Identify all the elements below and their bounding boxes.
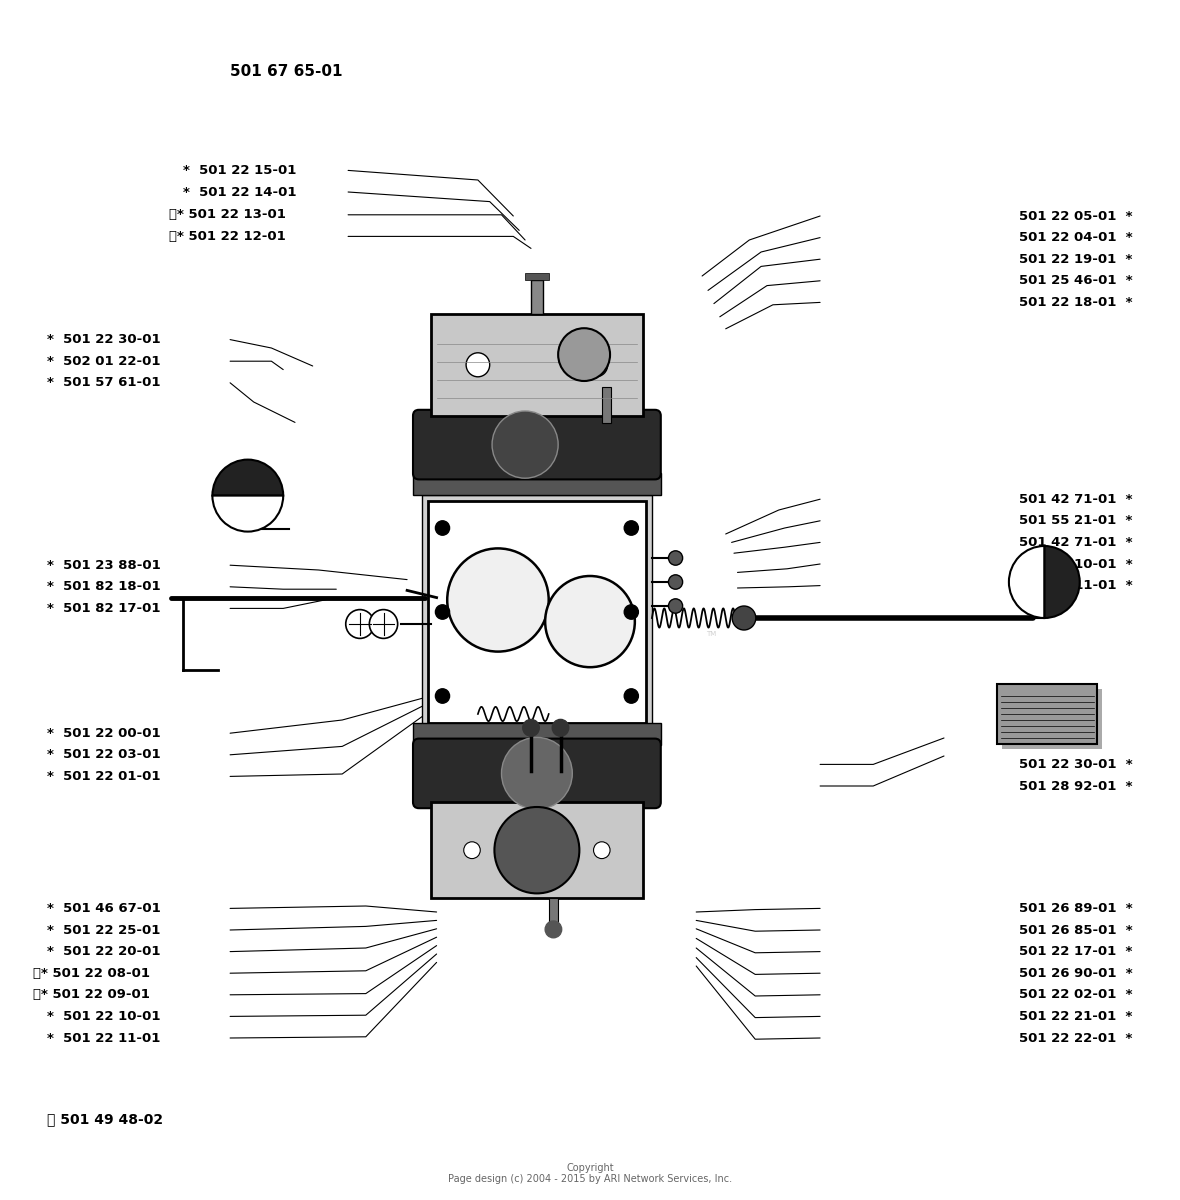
Circle shape [545,922,562,938]
Text: 501 67 65-01: 501 67 65-01 [230,65,342,79]
Text: 501 26 90-01  *: 501 26 90-01 * [1020,967,1133,979]
Text: ⓡ 501 49 48-02: ⓡ 501 49 48-02 [47,1112,163,1127]
Text: ARI: ARI [513,631,543,646]
Text: *  501 23 88-01: * 501 23 88-01 [47,559,160,571]
Text: PartStream: PartStream [564,632,634,644]
Text: 501 22 21-01  *: 501 22 21-01 * [1020,1010,1133,1022]
Text: *  502 01 22-01: * 502 01 22-01 [47,355,160,367]
Text: *  501 22 25-01: * 501 22 25-01 [47,924,160,936]
Circle shape [732,606,755,630]
FancyBboxPatch shape [413,409,661,479]
Text: 501 69 10-01  *: 501 69 10-01 * [1020,558,1133,570]
Circle shape [466,353,490,377]
Text: *  501 22 03-01: * 501 22 03-01 [47,749,160,761]
Text: 501 22 04-01  *: 501 22 04-01 * [1020,232,1133,244]
Circle shape [552,720,569,736]
FancyBboxPatch shape [431,313,643,415]
FancyBboxPatch shape [1002,689,1102,749]
Text: 501 28 92-01  *: 501 28 92-01 * [1020,780,1133,792]
Text: ⓡ* 501 22 13-01: ⓡ* 501 22 13-01 [169,209,286,221]
Circle shape [584,353,608,377]
Text: *  501 22 00-01: * 501 22 00-01 [47,727,160,739]
Wedge shape [1044,546,1080,618]
Text: *  501 22 01-01: * 501 22 01-01 [47,770,160,782]
Text: *  501 22 20-01: * 501 22 20-01 [47,946,160,958]
Text: Copyright
Page design (c) 2004 - 2015 by ARI Network Services, Inc.: Copyright Page design (c) 2004 - 2015 by… [448,1163,732,1184]
Circle shape [494,808,579,893]
Text: 501 42 71-01  *: 501 42 71-01 * [1020,536,1133,548]
Text: 501 22 22-01  *: 501 22 22-01 * [1020,1032,1133,1044]
FancyBboxPatch shape [431,803,643,898]
Circle shape [346,610,374,638]
FancyBboxPatch shape [422,496,651,730]
Circle shape [435,605,450,619]
Text: *  501 22 10-01: * 501 22 10-01 [47,1010,160,1022]
Text: 501 22 19-01  *: 501 22 19-01 * [1020,253,1133,265]
Text: 501 22 18-01  *: 501 22 18-01 * [1020,296,1133,308]
Wedge shape [212,460,283,496]
Wedge shape [212,496,283,532]
Text: *  501 82 18-01: * 501 82 18-01 [47,581,160,593]
Circle shape [369,610,398,638]
Bar [602,386,611,422]
Circle shape [624,605,638,619]
Text: *  501 22 14-01: * 501 22 14-01 [183,186,296,198]
Text: 501 22 02-01  *: 501 22 02-01 * [1020,989,1133,1001]
Text: 501 42 71-01  *: 501 42 71-01 * [1020,493,1133,505]
Bar [525,272,549,280]
Circle shape [668,599,682,613]
Wedge shape [1009,546,1044,618]
Text: ⓡ* 501 22 12-01: ⓡ* 501 22 12-01 [169,230,286,242]
Circle shape [545,576,635,667]
Circle shape [668,551,682,565]
FancyBboxPatch shape [413,722,661,744]
Text: 501 22 17-01  *: 501 22 17-01 * [1020,946,1133,958]
Text: 501 26 85-01  *: 501 26 85-01 * [1020,924,1133,936]
Circle shape [464,842,480,859]
Circle shape [435,521,450,535]
Text: *  501 82 17-01: * 501 82 17-01 [47,602,160,614]
Text: *  501 46 67-01: * 501 46 67-01 [47,902,160,914]
Text: ⓡ* 501 22 09-01: ⓡ* 501 22 09-01 [33,989,150,1001]
Text: TM: TM [706,631,716,636]
Circle shape [435,689,450,703]
Text: ⓡ* 501 22 08-01: ⓡ* 501 22 08-01 [33,967,150,979]
Text: 501 22 05-01  *: 501 22 05-01 * [1020,210,1133,222]
Text: *  501 22 30-01: * 501 22 30-01 [47,334,160,346]
FancyBboxPatch shape [413,739,661,809]
Circle shape [558,328,610,380]
Circle shape [447,548,549,652]
Text: *  501 22 15-01: * 501 22 15-01 [183,164,296,176]
Text: *  501 22 11-01: * 501 22 11-01 [47,1032,160,1044]
Text: 501 26 89-01  *: 501 26 89-01 * [1020,902,1133,914]
Bar [549,898,558,929]
Text: 501 22 30-01  *: 501 22 30-01 * [1020,758,1133,770]
Circle shape [523,720,539,736]
FancyBboxPatch shape [997,684,1097,744]
FancyBboxPatch shape [428,502,647,722]
Text: .501 69 11-01  *: .501 69 11-01 * [1014,580,1133,592]
Text: 501 25 46-01  *: 501 25 46-01 * [1020,275,1133,287]
Circle shape [492,410,558,478]
Circle shape [624,521,638,535]
Circle shape [594,842,610,859]
Circle shape [502,737,572,809]
Bar [531,280,543,313]
FancyBboxPatch shape [413,473,661,494]
Circle shape [624,689,638,703]
Text: 501 55 21-01  *: 501 55 21-01 * [1020,515,1133,527]
Circle shape [668,575,682,589]
Text: *  501 57 61-01: * 501 57 61-01 [47,377,160,389]
